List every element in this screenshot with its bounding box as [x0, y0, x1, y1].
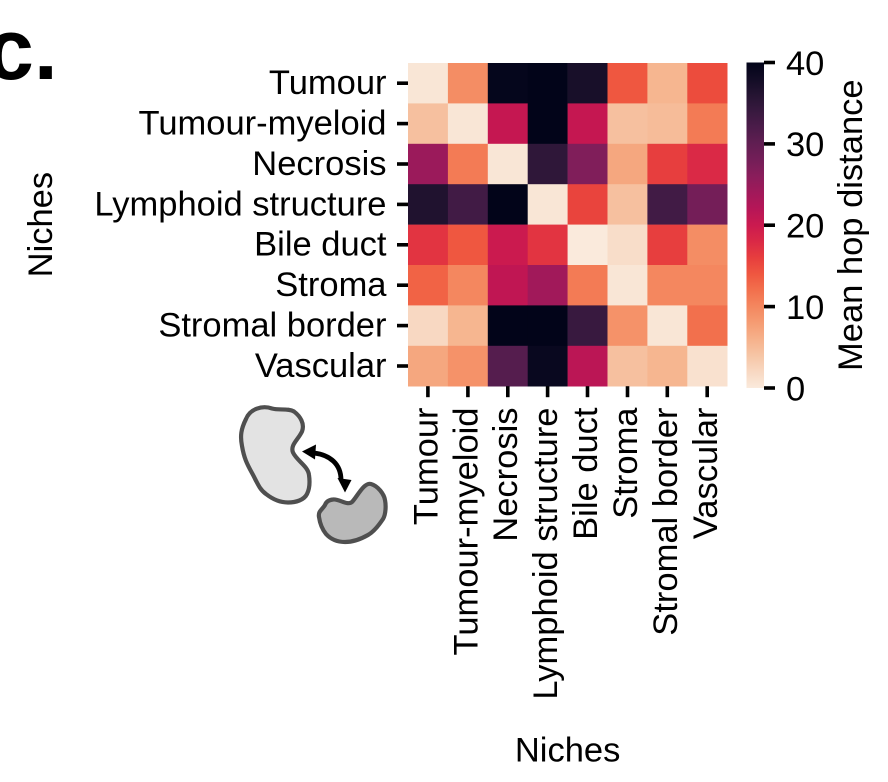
svg-text:0: 0	[786, 370, 805, 408]
svg-text:Vascular: Vascular	[255, 347, 387, 385]
svg-text:Bile duct: Bile duct	[567, 407, 605, 540]
svg-text:Stroma: Stroma	[275, 266, 387, 304]
svg-text:Niches: Niches	[515, 732, 620, 770]
svg-text:Bile duct: Bile duct	[254, 226, 387, 264]
svg-text:Stromal border: Stromal border	[158, 307, 386, 345]
svg-text:Tumour-myeloid: Tumour-myeloid	[139, 105, 387, 143]
svg-text:Necrosis: Necrosis	[252, 145, 386, 183]
svg-text:Vascular: Vascular	[687, 408, 725, 540]
svg-text:Tumour-myeloid: Tumour-myeloid	[447, 408, 485, 656]
svg-text:Stroma: Stroma	[607, 407, 645, 519]
svg-text:Tumour: Tumour	[269, 64, 387, 102]
svg-text:Necrosis: Necrosis	[487, 408, 525, 542]
svg-text:20: 20	[786, 208, 824, 246]
svg-text:Tumour: Tumour	[407, 408, 445, 526]
svg-text:40: 40	[786, 45, 824, 83]
svg-text:Stromal border: Stromal border	[647, 408, 685, 636]
svg-text:30: 30	[786, 126, 824, 164]
svg-text:Mean hop distance: Mean hop distance	[832, 79, 870, 371]
svg-text:Lymphoid structure: Lymphoid structure	[94, 185, 386, 223]
svg-text:Lymphoid structure: Lymphoid structure	[527, 408, 565, 700]
svg-text:10: 10	[786, 289, 824, 327]
svg-text:Niches: Niches	[22, 172, 60, 277]
svg-text:c.: c.	[0, 2, 58, 98]
